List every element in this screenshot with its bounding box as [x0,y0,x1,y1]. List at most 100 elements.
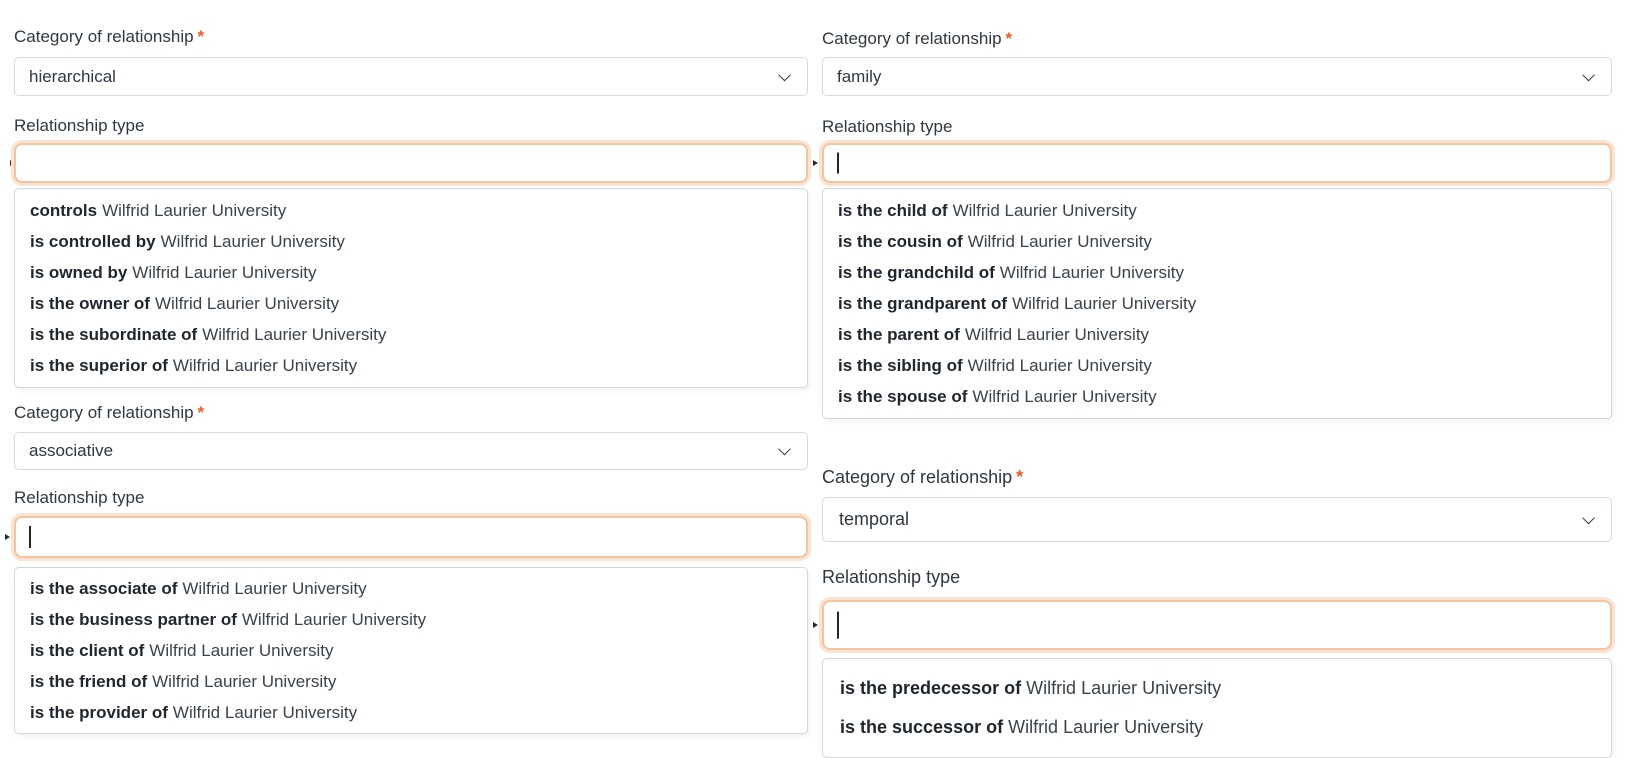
relationship-type-label: Relationship type [822,117,953,136]
relationship-type-input-wrap [10,143,808,183]
option-target: Wilfrid Laurier University [952,201,1137,220]
text-caret [837,152,839,174]
autocomplete-option[interactable]: is the successor of Wilfrid Laurier Unive… [823,708,1611,747]
autocomplete-option[interactable]: is the grandparent of Wilfrid Laurier Uni… [823,288,1611,319]
category-of-relationship-label: Category of relationship * [822,30,1612,48]
option-predicate: is the parent of [838,325,960,344]
select-value: family [837,66,882,86]
input-caret-marker-icon [10,160,15,166]
input-caret-marker-icon [5,534,10,540]
option-predicate: is owned by [30,263,128,282]
relationship-type-input[interactable] [822,600,1612,650]
option-target: Wilfrid Laurier University [182,579,367,598]
option-predicate: is the superior of [30,356,168,375]
category-label-text: Category of relationship [14,27,194,46]
required-asterisk: * [1005,29,1013,48]
relationship-type-label: Relationship type [14,116,145,135]
option-predicate: is the sibling of [838,356,963,375]
relationship-type-input[interactable] [822,143,1612,183]
select-value: hierarchical [29,66,116,86]
autocomplete-option[interactable]: is the predecessor of Wilfrid Laurier Uni… [823,669,1611,708]
relationship-type-input-wrap [5,516,808,558]
category-of-relationship-select[interactable]: temporal [822,497,1612,542]
option-predicate: is the predecessor of [840,678,1022,698]
option-predicate: is the successor of [840,717,1004,737]
relationship-type-input-wrap [813,600,1612,650]
category-of-relationship-label: Category of relationship * [14,28,808,46]
autocomplete-option[interactable]: is owned by Wilfrid Laurier University [15,257,807,288]
option-target: Wilfrid Laurier University [172,703,358,722]
option-target: Wilfrid Laurier University [152,672,337,691]
required-asterisk: * [197,27,205,46]
option-target: Wilfrid Laurier University [172,356,358,375]
autocomplete-option[interactable]: is the business partner of Wilfrid Laurie… [15,604,807,635]
autocomplete-option[interactable]: is the sibling of Wilfrid Laurier Univers… [823,350,1611,381]
select-value: associative [29,441,114,460]
option-predicate: is the subordinate of [30,325,198,344]
relationship-type-input[interactable] [14,516,808,558]
option-predicate: is the grandchild of [838,263,995,282]
option-target: Wilfrid Laurier University [964,325,1150,344]
option-predicate: is the cousin of [838,232,963,251]
autocomplete-option[interactable]: is the superior of Wilfrid Laurier Univer… [15,350,807,381]
autocomplete-option[interactable]: is the friend of Wilfrid Laurier Universi… [15,666,807,697]
autocomplete-option[interactable]: is the child of Wilfrid Laurier Universit… [823,195,1611,226]
autocomplete-option[interactable]: is the provider of Wilfrid Laurier Univer… [15,697,807,728]
option-predicate: is the owner of [30,294,150,313]
category-of-relationship-select[interactable]: associative [14,432,808,470]
autocomplete-option[interactable]: is controlled by Wilfrid Laurier Universi… [15,226,807,257]
option-predicate: is the spouse of [838,387,968,406]
option-target: Wilfrid Laurier University [154,294,340,313]
select-value: temporal [839,509,910,529]
autocomplete-option[interactable]: is the grandchild of Wilfrid Laurier Univ… [823,257,1611,288]
option-target: Wilfrid Laurier University [132,263,317,282]
autocomplete-option[interactable]: is the spouse of Wilfrid Laurier Universi… [823,381,1611,412]
option-predicate: is the business partner of [30,610,237,629]
relationship-fieldset-associative: Category of relationship * associative Re… [5,403,808,734]
autocomplete-option[interactable]: is the associate of Wilfrid Laurier Unive… [15,573,807,604]
input-caret-marker-icon [813,622,818,628]
chevron-down-icon [778,68,791,81]
category-of-relationship-select[interactable]: family [822,57,1612,96]
category-label-text: Category of relationship [822,467,1013,487]
chevron-down-icon [1582,511,1595,524]
relationship-fieldset-temporal: Category of relationship * temporal Relat… [813,467,1612,758]
relationship-type-input[interactable] [14,143,808,183]
category-of-relationship-select[interactable]: hierarchical [14,57,808,96]
text-caret [29,525,31,549]
autocomplete-option[interactable]: is the parent of Wilfrid Laurier Universi… [823,319,1611,350]
option-target: Wilfrid Laurier University [1026,678,1222,698]
option-target: Wilfrid Laurier University [1012,294,1197,313]
input-caret-marker-icon [813,160,818,166]
option-predicate: is controlled by [30,232,156,251]
option-predicate: is the associate of [30,579,178,598]
relationship-fieldset-family: Category of relationship * family Relatio… [813,30,1612,419]
option-target: Wilfrid Laurier University [967,356,1152,375]
option-predicate: is the grandparent of [838,294,1008,313]
relationship-type-input-wrap [813,143,1612,183]
chevron-down-icon [778,442,791,456]
autocomplete-option[interactable]: is the client of Wilfrid Laurier Universi… [15,635,807,666]
option-target: Wilfrid Laurier University [160,232,345,251]
required-asterisk: * [197,403,205,422]
option-target: Wilfrid Laurier University [202,325,387,344]
option-predicate: is the provider of [30,703,168,722]
option-target: Wilfrid Laurier University [241,610,427,629]
autocomplete-option[interactable]: is the owner of Wilfrid Laurier Universit… [15,288,807,319]
option-predicate: is the client of [30,641,145,660]
autocomplete-option[interactable]: controls Wilfrid Laurier University [15,195,807,226]
option-target: Wilfrid Laurier University [967,232,1152,251]
option-target: Wilfrid Laurier University [999,263,1184,282]
autocomplete-dropdown: controls Wilfrid Laurier University is co… [14,188,808,388]
option-predicate: is the child of [838,201,948,220]
autocomplete-option[interactable]: is the subordinate of Wilfrid Laurier Uni… [15,319,807,350]
category-label-text: Category of relationship [14,403,194,422]
option-predicate: is the friend of [30,672,148,691]
autocomplete-dropdown: is the child of Wilfrid Laurier Universit… [822,188,1612,419]
option-target: Wilfrid Laurier University [149,641,334,660]
required-asterisk: * [1016,467,1024,487]
relationship-type-label: Relationship type [14,488,145,507]
autocomplete-option[interactable]: is the cousin of Wilfrid Laurier Universi… [823,226,1611,257]
option-target: Wilfrid Laurier University [1008,717,1204,737]
category-of-relationship-label: Category of relationship * [822,467,1612,487]
